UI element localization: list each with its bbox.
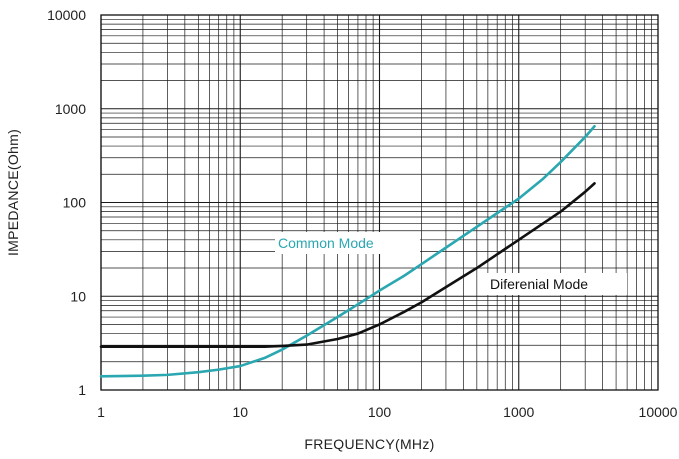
y-tick-label: 1000 — [55, 101, 86, 117]
x-tick-label: 1000 — [503, 404, 534, 420]
plot-frame — [100, 14, 659, 391]
x-axis-title: FREQUENCY(MHz) — [304, 436, 434, 452]
common-mode-label: Common Mode — [278, 235, 374, 251]
x-tick-label: 10000 — [639, 404, 678, 420]
y-tick-label: 10000 — [47, 7, 86, 23]
y-tick-label: 1 — [78, 382, 86, 398]
common-mode-label-bg — [275, 232, 420, 254]
x-tick-label: 100 — [368, 404, 392, 420]
diferenial-mode-line — [99, 182, 596, 348]
x-tick-label: 1 — [97, 404, 105, 420]
series-labels: Common Mode Diferenial Mode — [275, 232, 627, 295]
y-tick-labels: 1 10 100 1000 10000 — [47, 7, 86, 398]
y-tick-label: 10 — [70, 288, 86, 304]
series-layer — [99, 124, 596, 378]
grid — [100, 15, 658, 391]
y-axis-title: IMPEDANCE(Ohm) — [5, 129, 21, 256]
y-tick-label: 100 — [63, 195, 87, 211]
x-tick-labels: 1 10 100 1000 10000 — [97, 404, 678, 420]
common-mode-line — [99, 124, 596, 378]
x-tick-label: 10 — [232, 404, 248, 420]
diferenial-mode-label-bg — [487, 273, 627, 295]
diferenial-mode-label: Diferenial Mode — [490, 276, 588, 292]
